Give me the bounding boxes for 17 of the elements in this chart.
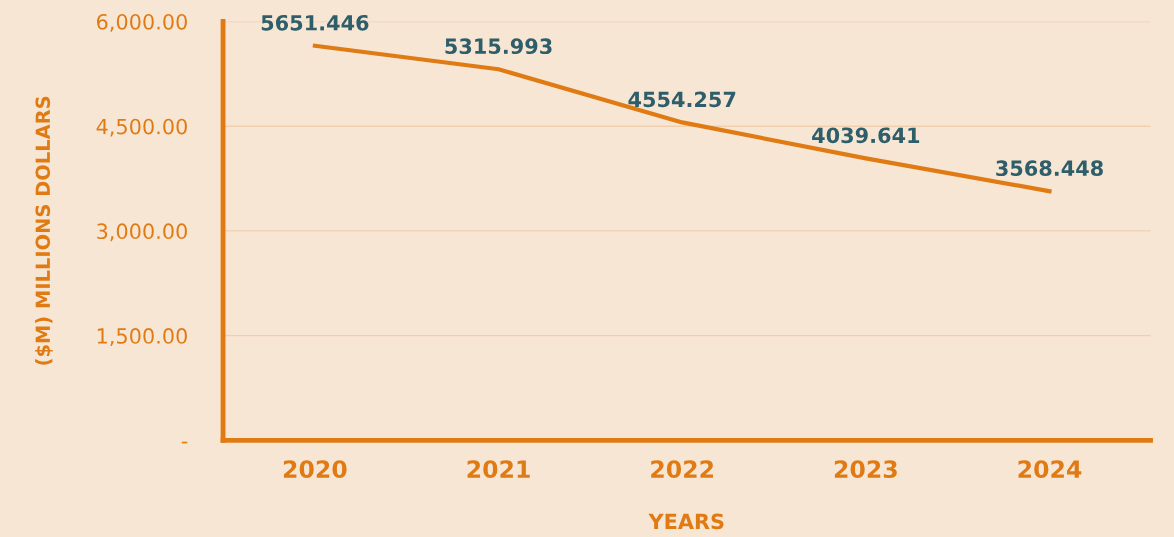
data-label: 4554.257 <box>628 91 736 108</box>
x-axis-title: YEARS <box>648 513 724 530</box>
y-axis-title: ($M) MILLIONS DOLLARS <box>35 96 53 365</box>
data-label: 5315.993 <box>445 38 552 55</box>
x-tick-label: 2020 <box>283 460 347 479</box>
y-tick-label: 1,500.00 <box>97 328 187 346</box>
x-tick-label: 2023 <box>834 460 897 479</box>
y-tick-label: 3,000.00 <box>97 223 187 242</box>
data-label: 3568.448 <box>996 160 1103 177</box>
y-tick-label: - <box>181 441 188 444</box>
x-tick-label: 2021 <box>467 460 530 479</box>
x-tick-label: 2024 <box>1018 460 1082 479</box>
y-tick-label: 6,000.00 <box>97 13 187 32</box>
y-tick-label: 4,500.00 <box>96 118 187 137</box>
data-label: 5651.446 <box>261 14 369 31</box>
x-tick-label: 2022 <box>651 460 714 479</box>
data-label: 4039.641 <box>812 127 920 144</box>
